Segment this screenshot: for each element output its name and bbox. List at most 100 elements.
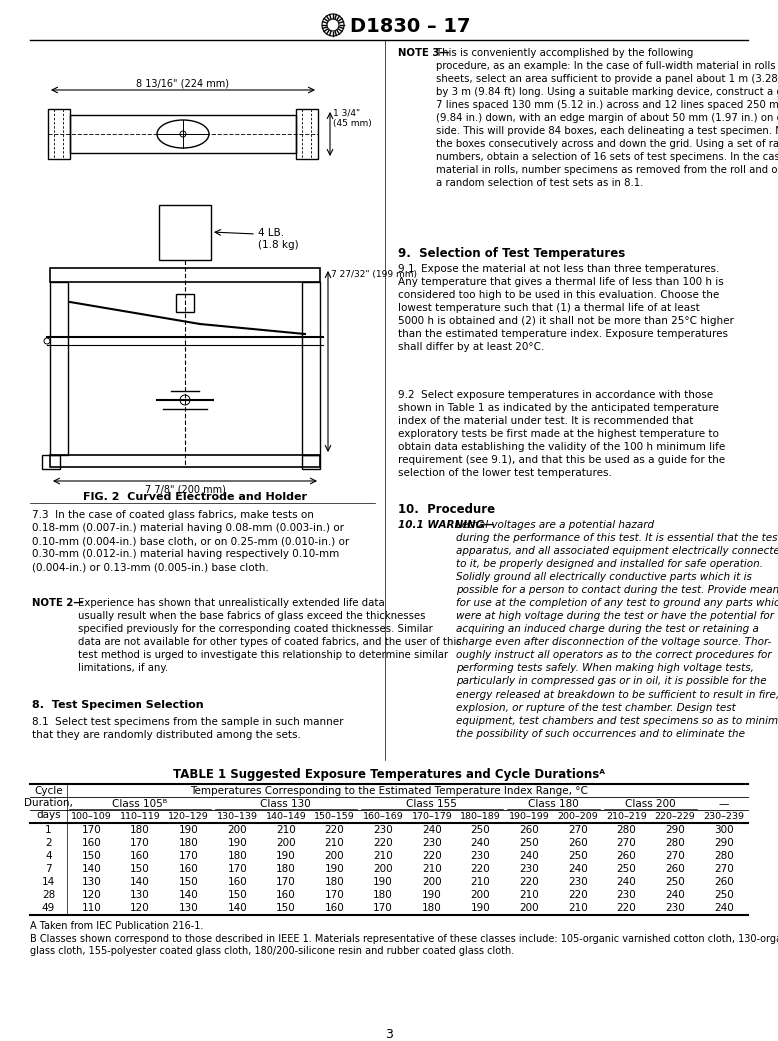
Bar bbox=[48, 109, 70, 159]
Text: 250: 250 bbox=[665, 877, 685, 887]
Text: 170: 170 bbox=[227, 864, 247, 874]
Text: (1.8 kg): (1.8 kg) bbox=[258, 240, 299, 250]
Text: 130–139: 130–139 bbox=[217, 812, 258, 821]
Text: 1: 1 bbox=[45, 826, 52, 835]
Text: 250: 250 bbox=[616, 864, 636, 874]
Bar bbox=[50, 268, 320, 282]
Text: 160: 160 bbox=[324, 903, 345, 913]
Text: 210: 210 bbox=[519, 890, 539, 900]
Text: 120: 120 bbox=[82, 890, 101, 900]
Text: 130: 130 bbox=[130, 890, 150, 900]
Text: 270: 270 bbox=[568, 826, 587, 835]
Text: 140: 140 bbox=[82, 864, 101, 874]
Text: 8 13/16" (224 mm): 8 13/16" (224 mm) bbox=[136, 79, 230, 88]
Text: 7: 7 bbox=[45, 864, 52, 874]
Text: 150: 150 bbox=[179, 877, 198, 887]
Text: 120–129: 120–129 bbox=[168, 812, 209, 821]
Bar bbox=[296, 109, 318, 159]
Text: 150–159: 150–159 bbox=[314, 812, 355, 821]
Text: 230: 230 bbox=[373, 826, 393, 835]
Text: 180–189: 180–189 bbox=[460, 812, 501, 821]
Text: 2: 2 bbox=[45, 838, 52, 848]
Text: 200: 200 bbox=[373, 864, 393, 874]
Text: 4 LB.: 4 LB. bbox=[258, 228, 284, 238]
Text: 240: 240 bbox=[422, 826, 442, 835]
Text: 190: 190 bbox=[373, 877, 393, 887]
Text: 170: 170 bbox=[373, 903, 393, 913]
Text: 220: 220 bbox=[568, 890, 587, 900]
Text: 200–209: 200–209 bbox=[557, 812, 598, 821]
Text: 260: 260 bbox=[713, 877, 734, 887]
Text: 130: 130 bbox=[179, 903, 198, 913]
Text: 210: 210 bbox=[422, 864, 442, 874]
Text: 220: 220 bbox=[471, 864, 490, 874]
Text: 200: 200 bbox=[422, 877, 442, 887]
Text: 200: 200 bbox=[519, 903, 539, 913]
Text: 260: 260 bbox=[519, 826, 539, 835]
Text: This is conveniently accomplished by the following
procedure, as an example: In : This is conveniently accomplished by the… bbox=[436, 48, 778, 188]
Bar bbox=[302, 282, 320, 455]
Text: 130: 130 bbox=[82, 877, 101, 887]
Text: Class 200: Class 200 bbox=[626, 799, 676, 809]
Text: 230: 230 bbox=[471, 850, 490, 861]
Text: 150: 150 bbox=[82, 850, 101, 861]
Bar bbox=[302, 455, 320, 469]
Text: 49: 49 bbox=[42, 903, 55, 913]
Text: 290: 290 bbox=[665, 826, 685, 835]
Text: 150: 150 bbox=[130, 864, 150, 874]
Text: 290: 290 bbox=[713, 838, 734, 848]
Text: Class 130: Class 130 bbox=[261, 799, 311, 809]
Text: 160: 160 bbox=[130, 850, 150, 861]
Text: 1 3/4"
(45 mm): 1 3/4" (45 mm) bbox=[333, 109, 372, 128]
Text: 170: 170 bbox=[82, 826, 101, 835]
Text: 150: 150 bbox=[276, 903, 296, 913]
Text: 180: 180 bbox=[373, 890, 393, 900]
Text: 210: 210 bbox=[276, 826, 296, 835]
Text: 280: 280 bbox=[713, 850, 734, 861]
Text: 10.  Procedure: 10. Procedure bbox=[398, 503, 495, 516]
Bar bbox=[176, 294, 194, 312]
Text: 200: 200 bbox=[276, 838, 296, 848]
Text: 8.1  Select test specimens from the sample in such manner
that they are randomly: 8.1 Select test specimens from the sampl… bbox=[32, 717, 344, 740]
Text: 280: 280 bbox=[665, 838, 685, 848]
Text: 180: 180 bbox=[422, 903, 442, 913]
Text: 160: 160 bbox=[179, 864, 198, 874]
Bar bbox=[42, 455, 60, 469]
Text: 270: 270 bbox=[665, 850, 685, 861]
Text: 160–169: 160–169 bbox=[363, 812, 404, 821]
Text: 240: 240 bbox=[471, 838, 490, 848]
Text: B Classes shown correspond to those described in IEEE 1. Materials representativ: B Classes shown correspond to those desc… bbox=[30, 934, 778, 957]
Text: 260: 260 bbox=[568, 838, 587, 848]
Text: Lethal voltages are a potential hazard
during the performance of this test. It i: Lethal voltages are a potential hazard d… bbox=[456, 520, 778, 739]
Bar bbox=[70, 115, 296, 153]
Text: 230: 230 bbox=[519, 864, 539, 874]
Text: 200: 200 bbox=[324, 850, 345, 861]
Text: Cycle
Duration,
days: Cycle Duration, days bbox=[24, 786, 73, 820]
Text: 7 7/8" (200 mm): 7 7/8" (200 mm) bbox=[145, 484, 226, 494]
Text: NOTE 2—: NOTE 2— bbox=[32, 598, 83, 608]
Text: 240: 240 bbox=[713, 903, 734, 913]
Text: 190: 190 bbox=[471, 903, 490, 913]
Text: FIG. 2  Curved Electrode and Holder: FIG. 2 Curved Electrode and Holder bbox=[83, 492, 307, 502]
Text: 280: 280 bbox=[616, 826, 636, 835]
Text: 210–219: 210–219 bbox=[606, 812, 647, 821]
Text: 190–199: 190–199 bbox=[509, 812, 549, 821]
Text: 190: 190 bbox=[422, 890, 442, 900]
Text: Class 105ᴮ: Class 105ᴮ bbox=[112, 799, 167, 809]
Text: 160: 160 bbox=[276, 890, 296, 900]
Text: 240: 240 bbox=[616, 877, 636, 887]
Text: A Taken from IEC Publication 216-1.: A Taken from IEC Publication 216-1. bbox=[30, 921, 203, 931]
Text: 8.  Test Specimen Selection: 8. Test Specimen Selection bbox=[32, 700, 204, 710]
Text: 120: 120 bbox=[130, 903, 150, 913]
Text: 100–109: 100–109 bbox=[71, 812, 112, 821]
Text: 250: 250 bbox=[713, 890, 734, 900]
Text: 170: 170 bbox=[324, 890, 345, 900]
Text: —: — bbox=[719, 799, 729, 809]
Text: Experience has shown that unrealistically extended life data
usually result when: Experience has shown that unrealisticall… bbox=[78, 598, 461, 674]
Text: 9.2  Select exposure temperatures in accordance with those
shown in Table 1 as i: 9.2 Select exposure temperatures in acco… bbox=[398, 390, 725, 478]
Text: 220: 220 bbox=[324, 826, 345, 835]
Text: 190: 190 bbox=[324, 864, 345, 874]
Text: 240: 240 bbox=[568, 864, 587, 874]
Text: 180: 180 bbox=[227, 850, 247, 861]
Text: 140: 140 bbox=[227, 903, 247, 913]
